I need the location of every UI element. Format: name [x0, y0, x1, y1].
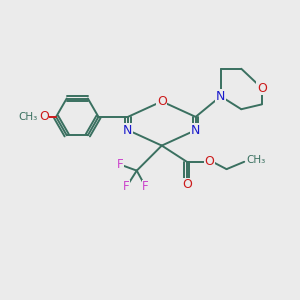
Text: O: O — [182, 178, 192, 191]
Text: O: O — [39, 110, 49, 123]
Text: F: F — [142, 180, 149, 193]
Text: O: O — [205, 155, 214, 168]
Text: N: N — [216, 90, 225, 103]
Text: N: N — [123, 124, 133, 136]
Text: F: F — [117, 158, 124, 171]
Text: O: O — [157, 95, 167, 108]
Text: CH₃: CH₃ — [246, 155, 266, 165]
Text: F: F — [123, 180, 130, 193]
Text: O: O — [257, 82, 267, 95]
Text: N: N — [191, 124, 200, 136]
Text: CH₃: CH₃ — [18, 112, 37, 122]
